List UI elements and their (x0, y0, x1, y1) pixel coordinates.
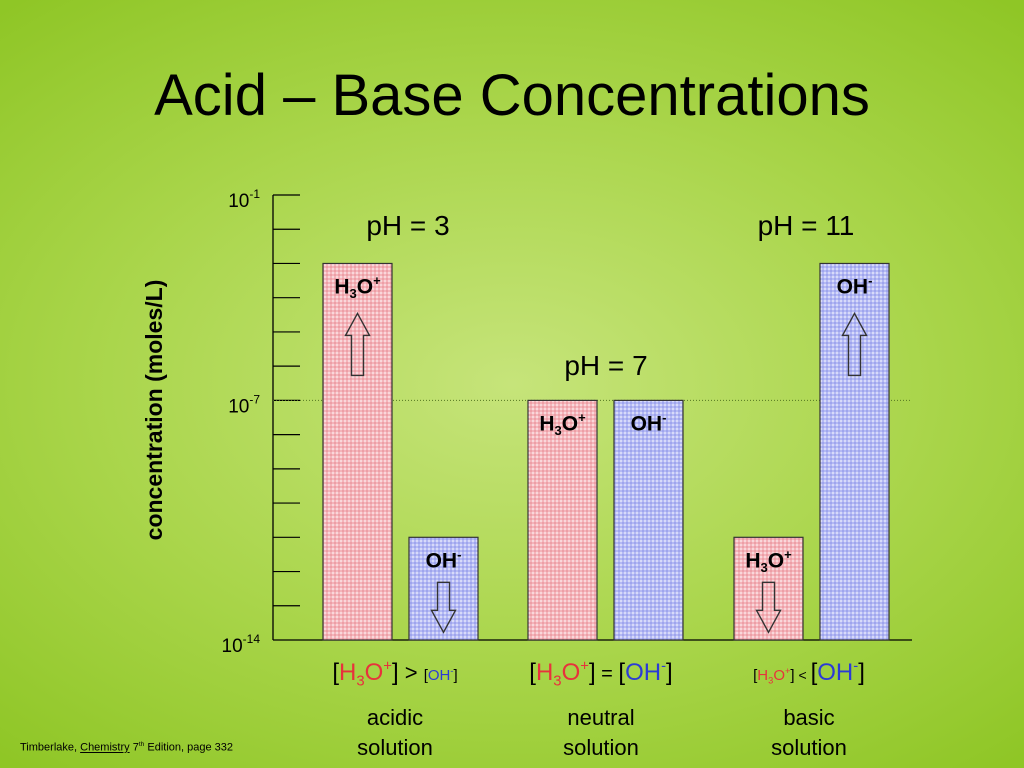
bar-ion-label: H3O+ (539, 410, 586, 438)
citation-book: Chemistry (80, 741, 130, 754)
bar-ion-label: H3O+ (334, 273, 381, 301)
citation-edition-number: 7 (132, 741, 139, 754)
bar-ion-label: OH- (837, 273, 873, 298)
category-label: solution (771, 735, 847, 760)
y-tick-label: 10-1 (228, 187, 260, 212)
comparison-label: [H3O+] = [OH-] (529, 658, 672, 689)
bar-ion-label: OH- (426, 547, 462, 572)
slide-title: Acid – Base Concentrations (154, 63, 870, 128)
up-arrow-icon (841, 311, 868, 377)
category-label: basic (783, 705, 834, 730)
bar-h3o-group-2 (527, 399, 598, 641)
bar-ion-label: H3O+ (745, 547, 792, 575)
down-arrow-icon (755, 581, 782, 634)
up-arrow-icon (344, 311, 371, 377)
citation-footer: Timberlake, Chemistry 7th Edition, page … (20, 741, 233, 754)
ph-label: pH = 11 (758, 210, 855, 241)
bar-ion-label: OH- (631, 410, 667, 435)
bar-oh-group-1 (408, 536, 479, 641)
bar-oh-group-2 (613, 399, 684, 641)
category-label: solution (357, 735, 433, 760)
comparison-label: [H3O+] < [OH-] (753, 658, 865, 686)
citation-edition-suffix: th (138, 741, 145, 748)
category-label: solution (563, 735, 639, 760)
y-tick-label: 10-7 (228, 392, 260, 417)
y-axis-label: concentration (moles/L) (141, 280, 167, 541)
comparison-label: [H3O+] > [OH-] (332, 658, 457, 689)
bar-h3o-group-1 (322, 262, 393, 641)
y-tick-label: 10-14 (222, 632, 261, 657)
citation-edition-rest: Edition, page 332 (147, 741, 234, 754)
citation-author: Timberlake, (20, 741, 78, 754)
category-label: acidic (367, 705, 423, 730)
bar-oh-group-3 (819, 262, 890, 641)
ph-label: pH = 3 (366, 210, 449, 241)
ph-label: pH = 7 (564, 350, 647, 381)
bar-h3o-group-3 (733, 536, 804, 641)
down-arrow-icon (430, 581, 457, 634)
category-label: neutral (567, 705, 634, 730)
